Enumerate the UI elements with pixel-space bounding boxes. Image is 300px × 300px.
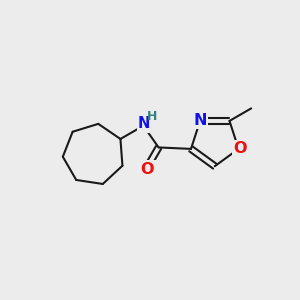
Text: N: N	[193, 112, 207, 128]
Text: H: H	[147, 110, 158, 122]
Text: O: O	[233, 141, 247, 156]
Text: O: O	[141, 162, 154, 177]
Text: N: N	[138, 116, 151, 131]
